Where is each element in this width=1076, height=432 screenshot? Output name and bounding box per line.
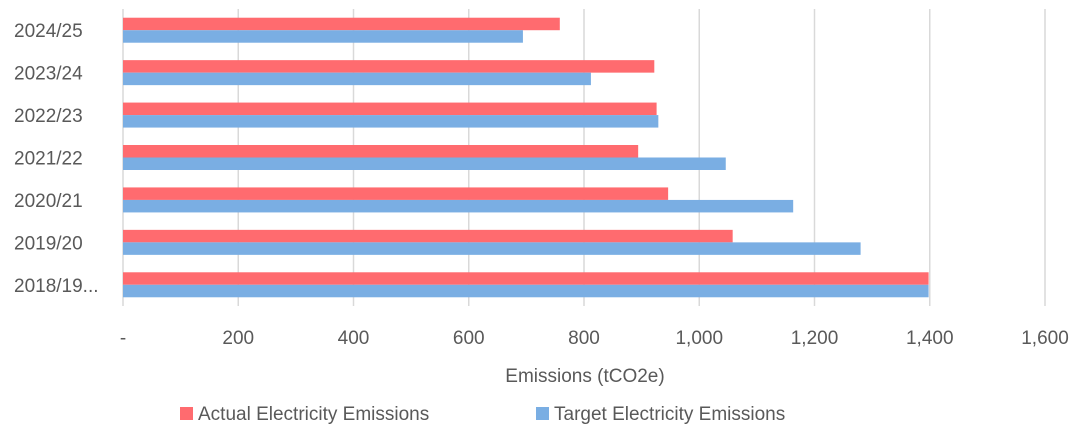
bar-target <box>123 30 523 43</box>
category-label: 2022/23 <box>14 106 83 127</box>
bars <box>123 17 929 298</box>
x-axis-title: Emissions (tCO2e) <box>505 366 664 387</box>
x-tick-label: 1,400 <box>906 328 954 349</box>
x-tick-label: 400 <box>338 328 370 349</box>
legend-swatch <box>180 407 193 420</box>
category-label: 2020/21 <box>14 191 83 212</box>
bar-actual <box>123 102 657 116</box>
x-tick-label: 800 <box>568 328 600 349</box>
bar-actual <box>123 187 669 200</box>
category-label: 2018/19... <box>14 276 99 297</box>
category-label: 2019/20 <box>14 233 83 254</box>
legend-swatch <box>536 407 549 420</box>
bar-actual <box>123 60 655 73</box>
x-tick-label: 1,600 <box>1021 328 1069 349</box>
bar-actual <box>123 145 639 158</box>
bar-target <box>123 242 861 255</box>
x-tick-label: - <box>120 328 126 349</box>
bar-target <box>123 115 659 128</box>
bar-actual <box>123 17 560 31</box>
bar-target <box>123 72 591 86</box>
bar-target <box>123 157 726 170</box>
category-label: 2023/24 <box>14 64 83 85</box>
category-labels: 2024/25 2023/24 2022/23 2021/22 2020/21 2019/… <box>14 21 99 297</box>
x-tick-label: 200 <box>222 328 254 349</box>
x-tick-labels: - 200 400 600 800 1,000 1,200 1,400 1,600 <box>120 328 1069 349</box>
category-label: 2021/22 <box>14 149 83 170</box>
bar-target <box>123 199 794 213</box>
legend: Actual Electricity Emissions Target Elect… <box>180 404 785 425</box>
x-tick-label: 600 <box>453 328 485 349</box>
x-tick-label: 1,200 <box>791 328 839 349</box>
category-label: 2024/25 <box>14 21 83 42</box>
legend-label: Actual Electricity Emissions <box>198 404 429 425</box>
legend-label: Target Electricity Emissions <box>554 404 785 425</box>
x-tick-label: 1,000 <box>675 328 723 349</box>
bar-actual <box>123 272 929 285</box>
bar-target <box>123 284 929 298</box>
bar-actual <box>123 229 733 243</box>
